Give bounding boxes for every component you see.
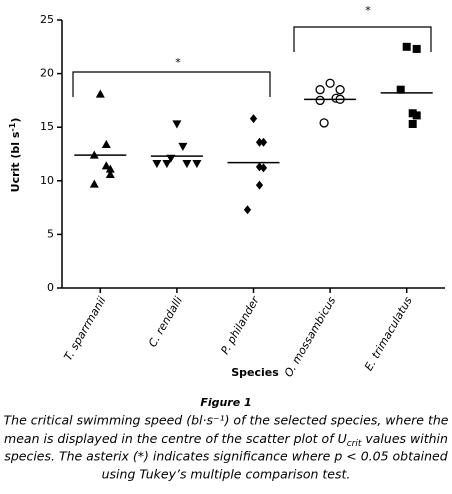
data-point [95, 89, 105, 98]
caption-line: species. The asterix (*) indicates signi… [4, 449, 447, 464]
caption-sub: crit [347, 439, 362, 449]
y-tick-label: 15 [40, 120, 54, 133]
y-tick-label: 25 [40, 13, 54, 26]
caption-line: The critical swimming speed (bl·s⁻¹) of … [4, 413, 449, 428]
x-tick-label: T. sparrmanii [62, 295, 109, 363]
data-point [255, 180, 264, 190]
y-label-end: ) [9, 118, 22, 123]
data-point [172, 120, 182, 129]
data-point [259, 137, 268, 147]
data-point [319, 118, 329, 128]
data-point [315, 85, 325, 95]
y-tick-label: 20 [40, 67, 54, 80]
data-point [105, 164, 115, 173]
significance-star: * [175, 56, 181, 69]
x-tick-label: E. trimaculatus [362, 294, 415, 373]
data-point [315, 95, 325, 106]
data-point [402, 42, 411, 51]
x-tick-label: O. mossambicus [282, 294, 339, 379]
data-point [325, 78, 335, 88]
data-point [408, 119, 417, 128]
data-point [192, 160, 202, 169]
y-tick-label: 10 [40, 174, 54, 187]
data-point [249, 114, 258, 124]
data-point [335, 85, 345, 95]
data-point [412, 44, 421, 53]
data-point [396, 85, 405, 94]
data-point [259, 163, 268, 173]
caption-text: values within [361, 431, 448, 446]
y-tick-label: 0 [47, 281, 54, 294]
data-point [105, 169, 115, 178]
data-point [89, 179, 99, 188]
data-point [162, 160, 172, 169]
data-point [182, 160, 192, 169]
x-axis-label: Species [231, 366, 279, 379]
data-point [243, 205, 252, 215]
data-point [412, 111, 421, 120]
x-tick-label: C. rendalli [146, 295, 185, 350]
caption-line: using Tukey’s multiple comparison test. [102, 467, 351, 482]
bracket [293, 26, 432, 52]
significance-star: * [365, 4, 371, 17]
caption-line: mean is displayed in the centre of the s… [4, 431, 448, 449]
x-tick-label: P. philander [218, 293, 262, 356]
caption-text: mean is displayed in the centre of the s… [4, 431, 347, 446]
y-tick-label: 5 [47, 227, 54, 240]
data-point [101, 139, 111, 148]
y-axis-label: Ucrit (bl s-1) [8, 118, 23, 193]
data-point [152, 160, 162, 169]
figure-label: Figure 1 [200, 396, 251, 409]
data-point [178, 142, 188, 151]
data-point [255, 137, 264, 147]
y-label-sup: -1 [8, 122, 17, 131]
data-point [101, 161, 111, 170]
y-label-text: Ucrit (bl s [9, 131, 22, 192]
bracket [72, 71, 271, 97]
